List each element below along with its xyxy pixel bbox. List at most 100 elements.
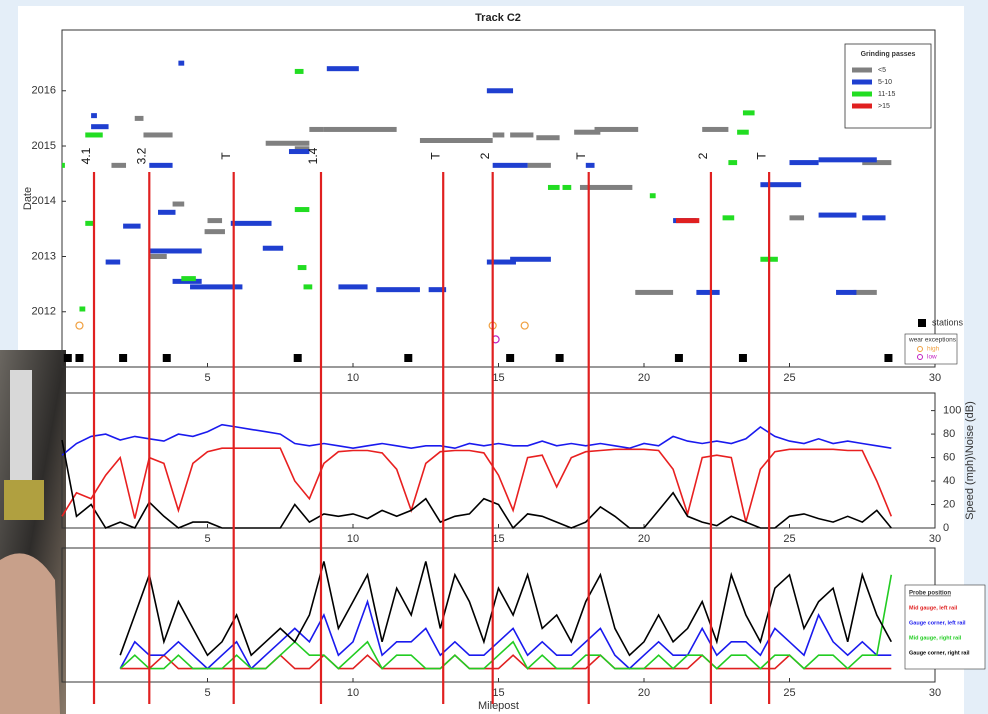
x-tick-label: 10 [347,372,359,384]
grinding-pass [178,61,184,66]
grinding-pass [760,182,801,187]
grinding-pass [536,135,559,140]
x-tick-label: 30 [929,687,941,699]
marker-label: T [219,152,233,160]
x-tick-label: 15 [492,687,504,699]
legend-label: stations [932,317,964,327]
legend-label: high [927,346,940,353]
y-tick-label: 100 [943,405,961,417]
x-tick-label: 20 [638,372,650,384]
marker-label: T [754,152,768,160]
grinding-pass [324,127,397,132]
grinding-pass [650,193,656,198]
grinding-pass [635,290,673,295]
station [64,354,72,362]
grinding-pass [586,163,595,168]
grinding-pass [309,127,324,132]
grinding-pass [862,215,885,220]
x-tick-label: 30 [929,372,941,384]
grinding-pass [295,69,304,74]
grinding-pass [181,276,196,281]
grinding-pass [819,157,877,162]
chart: Track C2 5101520253020122013201420152016… [0,0,988,714]
chart-background [18,6,964,714]
grinding-pass [298,265,307,270]
grinding-pass [149,163,172,168]
grinding-pass [790,215,805,220]
marker-label: 2 [696,152,710,159]
grinding-pass [493,163,528,168]
grinding-pass [91,124,108,129]
photo [0,350,66,714]
grinding-pass [106,260,121,265]
marker-label: T [428,152,442,160]
x-axis-label: Milepost [478,700,519,712]
photo-finger [0,553,60,714]
x-tick-label: 5 [204,687,210,699]
marker-label: T [574,152,588,160]
grinding-pass [85,132,102,137]
legend-swatch [852,92,872,97]
grinding-pass [158,210,175,215]
x-tick-label: 20 [638,687,650,699]
station [675,354,683,362]
grinding-pass [85,221,94,226]
x-tick-label: 5 [204,533,210,545]
grinding-pass [263,246,283,251]
legend-label: Mid gauge, right rail [909,635,962,641]
grinding-pass [149,248,201,253]
grinding-pass [111,163,126,168]
chart-title: Track C2 [475,12,521,24]
legend-title: Probe position [909,591,951,597]
grinding-pass [173,202,185,207]
y-tick-label: 20 [943,498,955,510]
x-tick-label: 5 [204,372,210,384]
x-tick-label: 10 [347,687,359,699]
station [884,354,892,362]
station [119,354,127,362]
station [404,354,412,362]
x-tick-label: 10 [347,533,359,545]
station [163,354,171,362]
x-tick-label: 15 [492,372,504,384]
y-tick-label: 60 [943,451,955,463]
grinding-pass [493,132,505,137]
grinding-pass [338,284,367,289]
photo-tool-part [4,480,44,520]
y-axis-label: Speed (mph)\Noise (dB) [964,401,976,520]
grinding-pass [327,66,359,71]
grinding-pass [723,215,735,220]
station [294,354,302,362]
page: Track C2 5101520253020122013201420152016… [0,0,988,714]
x-tick-label: 25 [783,372,795,384]
legend-label: Gauge corner, left rail [909,620,966,626]
grinding-pass [728,160,737,165]
grinding-pass [208,218,223,223]
grinding-pass [62,163,65,168]
grinding-pass [737,130,749,135]
grinding-pass [819,213,857,218]
grinding-pass [420,138,493,143]
y-tick-label: 80 [943,428,955,440]
grinding-pass [510,257,551,262]
grinding-pass [91,113,97,118]
legend-label: 5-10 [878,79,892,86]
x-tick-label: 25 [783,687,795,699]
legend-title: wear exceptions [908,337,957,344]
grinding-pass [123,224,140,229]
legend-swatch [852,104,872,109]
grinding-pass [702,127,728,132]
y-tick-label: 40 [943,475,955,487]
grinding-pass [266,141,310,146]
station [75,354,83,362]
grinding-pass [563,185,572,190]
y-tick-label: 2013 [32,250,56,262]
grinding-pass [231,221,272,226]
legend-label: 11-15 [878,91,895,98]
marker-label: 4.1 [79,147,93,164]
x-tick-label: 15 [492,533,504,545]
legend-swatch [918,319,926,327]
marker-label: 2 [478,152,492,159]
legend-swatch [852,80,872,85]
